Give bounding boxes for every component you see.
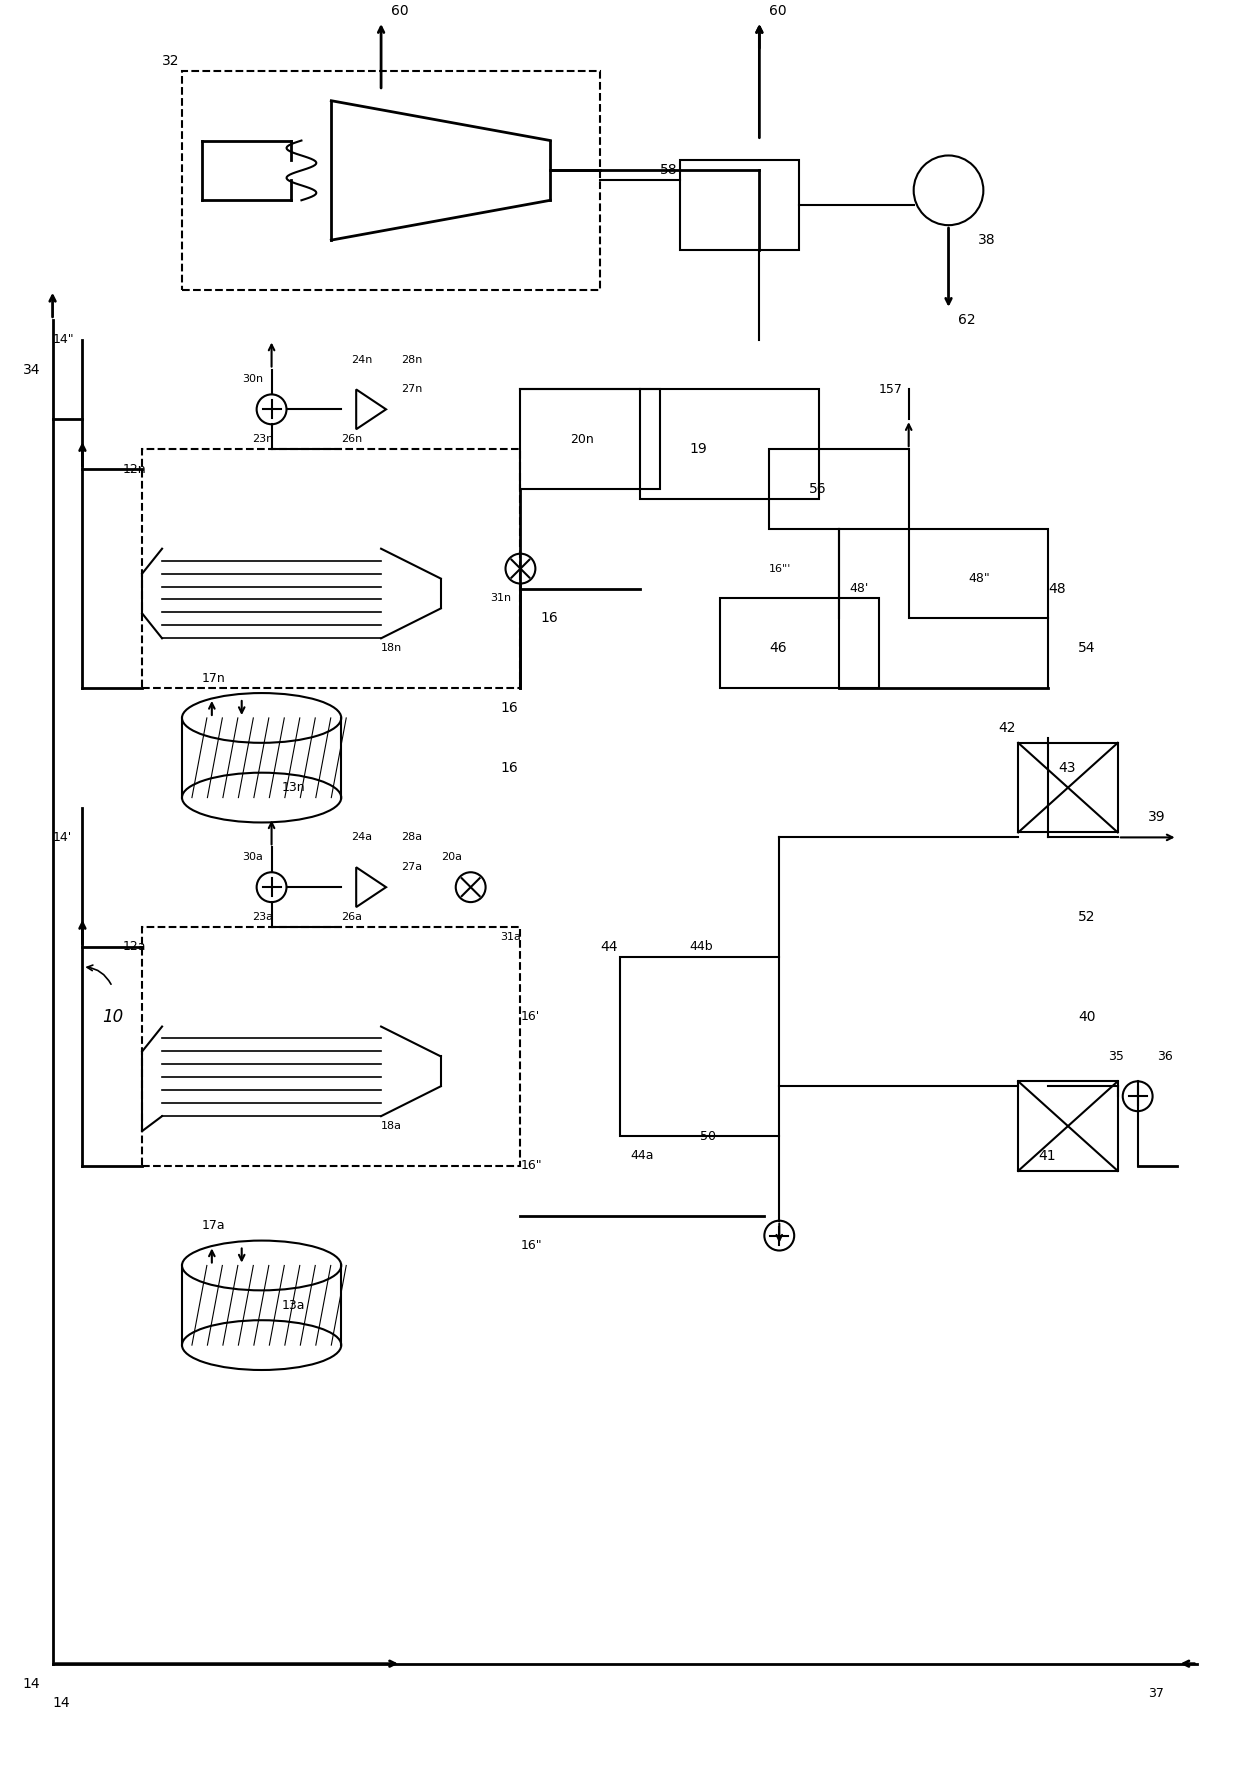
Ellipse shape [182, 692, 341, 743]
Text: 48: 48 [1048, 581, 1065, 595]
Text: 12n: 12n [123, 463, 146, 475]
Text: 16: 16 [501, 701, 518, 715]
Text: 14: 14 [22, 1676, 41, 1690]
Text: 58: 58 [660, 164, 677, 177]
Text: 23a: 23a [252, 911, 273, 922]
Bar [769, 449, 909, 528]
Bar [1018, 1081, 1117, 1171]
Text: 38: 38 [978, 233, 996, 247]
Text: 20a: 20a [440, 853, 461, 862]
Text: 12a: 12a [123, 941, 146, 954]
Bar [182, 71, 600, 290]
Text: 24n: 24n [351, 355, 372, 364]
Text: 52: 52 [1078, 909, 1095, 924]
Text: 19: 19 [689, 442, 708, 456]
Text: 46: 46 [769, 641, 787, 655]
Text: 41: 41 [1038, 1150, 1055, 1164]
Text: 16": 16" [521, 1240, 542, 1252]
Text: 14': 14' [52, 830, 72, 844]
Text: 44: 44 [600, 940, 618, 954]
Text: 31a: 31a [501, 932, 521, 941]
Text: 20n: 20n [570, 433, 594, 445]
Text: 36: 36 [1158, 1051, 1173, 1063]
Text: 60: 60 [769, 4, 787, 18]
Text: 37: 37 [1147, 1687, 1163, 1701]
Text: 28n: 28n [401, 355, 423, 364]
Ellipse shape [182, 1321, 341, 1370]
Bar [143, 927, 521, 1166]
Text: 35: 35 [1107, 1051, 1123, 1063]
Bar [143, 449, 521, 689]
Text: 48": 48" [968, 572, 991, 585]
Text: 62: 62 [959, 313, 976, 327]
Bar [909, 528, 1048, 618]
Bar [620, 957, 779, 1136]
Text: 30a: 30a [242, 853, 263, 862]
Text: 26a: 26a [341, 911, 362, 922]
Bar [640, 390, 820, 500]
Text: 28a: 28a [401, 832, 422, 842]
Ellipse shape [182, 774, 341, 823]
Text: 27n: 27n [401, 385, 423, 394]
Text: 16"': 16"' [769, 563, 791, 574]
Text: 18a: 18a [381, 1121, 402, 1130]
Text: 43: 43 [1058, 761, 1075, 775]
Text: 16: 16 [541, 611, 558, 625]
Text: 17n: 17n [202, 671, 226, 685]
Text: 48': 48' [849, 583, 868, 595]
Text: 56: 56 [810, 482, 827, 496]
Text: 13n: 13n [281, 781, 305, 795]
Text: 30n: 30n [242, 374, 263, 385]
Text: 40: 40 [1078, 1010, 1095, 1024]
Text: 27a: 27a [401, 862, 422, 872]
Text: 44a: 44a [630, 1150, 653, 1162]
Text: 39: 39 [1147, 811, 1166, 825]
Text: 31n: 31n [491, 593, 512, 604]
Text: 157: 157 [879, 383, 903, 396]
Text: 26n: 26n [341, 434, 362, 445]
Text: 14: 14 [52, 1697, 71, 1711]
Bar [680, 161, 800, 251]
Bar [521, 390, 660, 489]
Text: 24a: 24a [351, 832, 372, 842]
Text: 44b: 44b [689, 941, 713, 954]
Text: 16': 16' [521, 1010, 539, 1023]
Text: 16": 16" [521, 1160, 542, 1173]
Text: 23n: 23n [252, 434, 273, 445]
Text: 14": 14" [52, 334, 74, 346]
Text: 17a: 17a [202, 1219, 226, 1233]
Text: 10: 10 [103, 1008, 124, 1026]
Bar [1018, 743, 1117, 832]
Text: 54: 54 [1078, 641, 1095, 655]
Bar [719, 599, 879, 689]
Ellipse shape [182, 1240, 341, 1291]
Text: 32: 32 [162, 55, 180, 67]
Text: 34: 34 [22, 362, 40, 376]
Text: 18n: 18n [381, 643, 402, 653]
Text: 16: 16 [501, 761, 518, 775]
Text: 60: 60 [391, 4, 409, 18]
Text: 42: 42 [998, 721, 1016, 735]
Text: 50: 50 [699, 1130, 715, 1143]
Text: 13a: 13a [281, 1298, 305, 1312]
